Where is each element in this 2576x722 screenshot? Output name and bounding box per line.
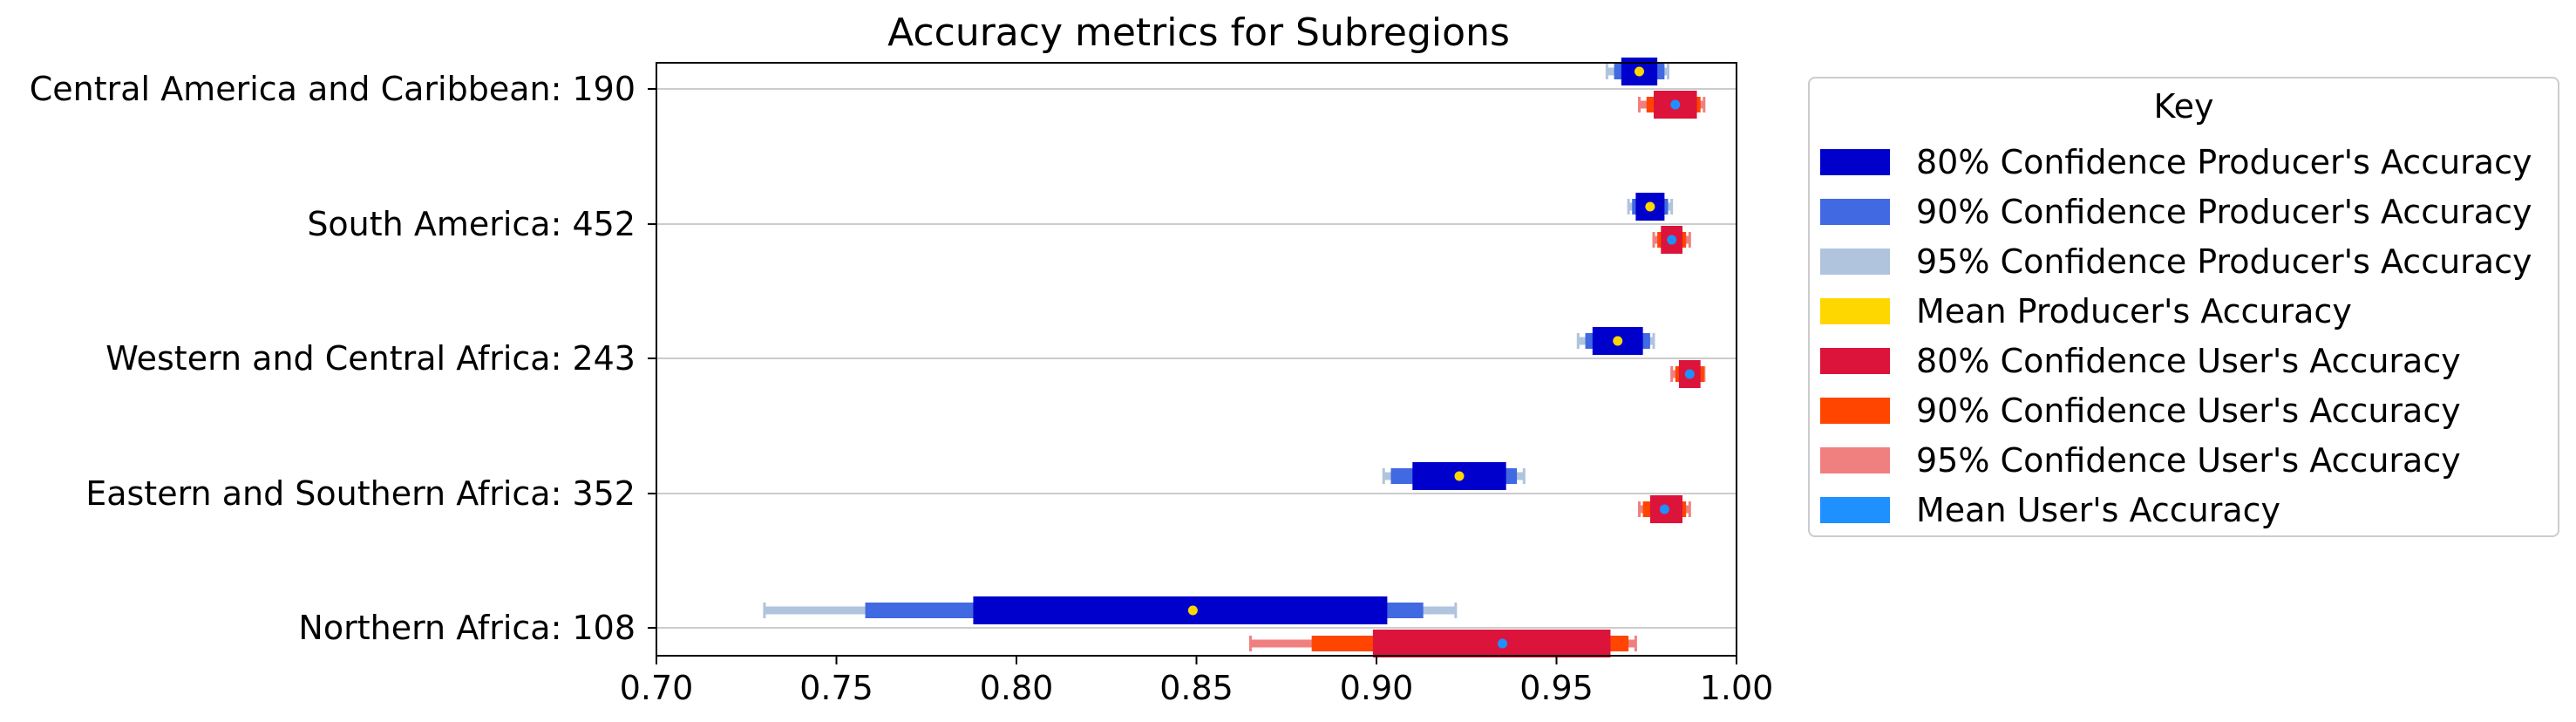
legend-swatch: [1820, 447, 1890, 473]
legend-item: Mean User's Accuracy: [1820, 491, 2281, 529]
y-tick-label: Northern Africa: 108: [298, 609, 636, 647]
legend-label: Mean User's Accuracy: [1916, 491, 2281, 529]
gridlines: [656, 88, 1737, 629]
chart-marks: [763, 58, 1706, 657]
legend-label: 90% Confidence Producer's Accuracy: [1916, 193, 2532, 231]
legend-item: 95% Confidence Producer's Accuracy: [1820, 242, 2532, 281]
legend-item: 80% Confidence Producer's Accuracy: [1820, 143, 2532, 181]
x-tick-label: 0.80: [980, 669, 1054, 707]
legend-label: Mean Producer's Accuracy: [1916, 292, 2352, 330]
x-tick-label: 0.90: [1340, 669, 1414, 707]
user-ci80: [1372, 630, 1611, 657]
legend-swatch: [1820, 398, 1890, 424]
legend-swatch: [1820, 497, 1890, 523]
producer-ci80: [973, 596, 1388, 624]
legend-swatch: [1820, 199, 1890, 225]
legend-label: 90% Confidence User's Accuracy: [1916, 392, 2461, 430]
producer-mean: [1454, 471, 1465, 481]
y-tick-label: Eastern and Southern Africa: 352: [85, 474, 636, 513]
legend-label: 95% Confidence User's Accuracy: [1916, 441, 2461, 480]
y-tick-label: South America: 452: [307, 205, 636, 243]
legend-label: 80% Confidence User's Accuracy: [1916, 342, 2461, 380]
legend-swatch: [1820, 348, 1890, 374]
legend-item: 90% Confidence User's Accuracy: [1820, 392, 2461, 430]
legend-label: 80% Confidence Producer's Accuracy: [1916, 143, 2532, 181]
legend-swatch: [1820, 249, 1890, 275]
producer-mean: [1645, 201, 1655, 212]
x-tick-label: 0.70: [620, 669, 694, 707]
user-mean: [1498, 638, 1508, 649]
legend-item: 95% Confidence User's Accuracy: [1820, 441, 2461, 480]
y-axis: Central America and Caribbean: 190 South …: [30, 70, 656, 647]
user-mean: [1659, 504, 1669, 514]
legend-item: 90% Confidence Producer's Accuracy: [1820, 193, 2532, 231]
x-tick-label: 1.00: [1700, 669, 1774, 707]
legend-swatch: [1820, 149, 1890, 175]
legend-label: 95% Confidence Producer's Accuracy: [1916, 242, 2532, 281]
legend-swatch: [1820, 298, 1890, 324]
chart-title: Accuracy metrics for Subregions: [887, 10, 1510, 55]
user-mean: [1670, 99, 1681, 110]
x-tick-label: 0.85: [1159, 669, 1234, 707]
x-tick-label: 0.75: [799, 669, 873, 707]
user-mean: [1667, 235, 1677, 245]
producer-mean: [1613, 336, 1623, 346]
x-axis: 0.70 0.75 0.80 0.85 0.90 0.95 1.00: [620, 656, 1774, 707]
x-tick-label: 0.95: [1519, 669, 1594, 707]
producer-mean: [1634, 66, 1644, 77]
user-mean: [1684, 369, 1695, 379]
legend-item: Mean Producer's Accuracy: [1820, 292, 2352, 330]
y-tick-label: Western and Central Africa: 243: [105, 339, 636, 378]
legend-item: 80% Confidence User's Accuracy: [1820, 342, 2461, 380]
producer-mean: [1187, 605, 1198, 616]
chart: Accuracy metrics for Subregions Central …: [30, 10, 1774, 707]
legend-title: Key: [2153, 87, 2214, 126]
y-tick-label: Central America and Caribbean: 190: [30, 70, 636, 108]
legend: Key 80% Confidence Producer's Accuracy 90…: [1808, 77, 2559, 537]
